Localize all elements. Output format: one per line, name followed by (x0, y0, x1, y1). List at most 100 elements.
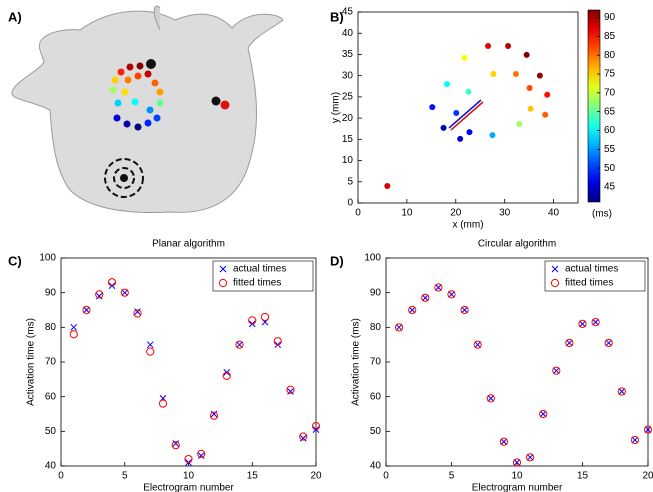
point (384, 183, 391, 190)
marker-o (222, 371, 231, 380)
colorbar-tick-label: 45 (604, 182, 616, 193)
colorbar-tick-label: 70 (604, 87, 616, 98)
marker-o (447, 290, 456, 299)
x-tick-label: 40 (548, 208, 560, 219)
y-tick-label: 10 (342, 155, 354, 166)
colorbar (587, 9, 601, 203)
marker-x (579, 320, 586, 328)
panel-label: C) (8, 253, 22, 268)
marker-x (172, 440, 180, 447)
marker-x (408, 306, 416, 314)
axis-box (357, 11, 579, 204)
y-tick-label: 80 (370, 322, 382, 333)
x-tick-label: 5 (449, 471, 455, 482)
marker-o (604, 338, 613, 348)
colorbar-tick-label: 80 (604, 50, 616, 61)
marker-o (209, 411, 219, 420)
colorbar-tick-label: 55 (604, 144, 616, 155)
marker-x (552, 367, 560, 375)
marker-o (120, 288, 129, 297)
y-tick-label: 50 (370, 426, 382, 437)
colorbar-label: (ms) (592, 209, 612, 220)
x-tick-label: 20 (310, 471, 322, 482)
marker-x (605, 339, 613, 347)
chart-title: Circular algorithm (478, 239, 556, 250)
y-axis-label: Activation time (ms) (351, 318, 362, 406)
y-tick-label: 90 (45, 287, 57, 298)
marker-x (487, 395, 495, 402)
colorbar-tick-label: 75 (604, 69, 616, 80)
marker-o (578, 319, 587, 328)
x-tick-label: 10 (511, 471, 523, 482)
legend-label: fitted times (233, 278, 281, 289)
marker-o (486, 394, 495, 403)
x-tick-label: 0 (355, 208, 361, 219)
marker-o (146, 347, 155, 356)
marker-x (236, 341, 243, 349)
marker-x (287, 388, 294, 395)
colorbar-tick-label: 90 (604, 12, 616, 23)
y-tick-label: 0 (347, 198, 353, 209)
marker-x (644, 426, 652, 433)
marker-x (197, 452, 205, 459)
point (489, 132, 496, 139)
x-axis-label: x (mm) (452, 220, 483, 231)
y-tick-label: 35 (342, 49, 354, 60)
marker-x (70, 323, 78, 331)
panel-label: B) (330, 9, 344, 24)
direction-arrows (448, 99, 484, 131)
marker-x (461, 306, 468, 314)
point (536, 72, 543, 79)
colorbar-tick-label: 50 (604, 163, 616, 174)
marker-x (539, 410, 547, 418)
y-axis-label: Activation time (ms) (26, 318, 37, 406)
x-tick-label: 20 (450, 208, 462, 219)
x-tick-label: 30 (499, 208, 511, 219)
marker-o (197, 449, 206, 458)
marker-o (248, 316, 257, 325)
point (461, 54, 468, 61)
marker-x (95, 292, 103, 300)
y-tick-label: 45 (342, 7, 354, 18)
x-tick-label: 5 (122, 471, 128, 482)
marker-x (592, 318, 599, 326)
marker-o (460, 305, 469, 315)
y-tick-label: 90 (370, 287, 382, 298)
x-tick-label: 0 (58, 471, 64, 482)
marker-o (473, 340, 482, 349)
y-axis-label: y (mm) (331, 92, 342, 123)
marker-x (435, 284, 442, 291)
point (505, 42, 512, 49)
marker-o (260, 312, 270, 322)
pacing-site (120, 174, 128, 182)
marker-x (631, 436, 639, 444)
y-tick-label: 5 (347, 176, 353, 187)
legend-marker (218, 278, 228, 288)
marker-x (474, 341, 482, 349)
marker-x (526, 453, 534, 461)
point (516, 121, 523, 128)
x-axis-label: Electrogram number (472, 483, 563, 492)
marker-o (95, 290, 104, 299)
point (512, 70, 519, 77)
marker-o (421, 293, 430, 302)
point (453, 110, 460, 117)
marker-o (107, 278, 117, 287)
marker-x (618, 388, 626, 395)
marker-x (395, 323, 403, 331)
marker-o (311, 422, 321, 431)
marker-o (133, 309, 142, 318)
y-tick-label: 40 (370, 461, 382, 472)
y-tick-label: 40 (45, 461, 57, 472)
y-tick-label: 30 (342, 70, 354, 81)
x-tick-label: 20 (642, 471, 653, 482)
point (443, 81, 450, 88)
marker-o (184, 454, 193, 464)
marker-x (121, 289, 129, 297)
marker-o (552, 366, 561, 375)
colorbar-tick-label: 85 (604, 31, 616, 42)
point (544, 91, 551, 98)
x-tick-label: 0 (383, 471, 389, 482)
y-tick-label: 25 (342, 92, 354, 103)
